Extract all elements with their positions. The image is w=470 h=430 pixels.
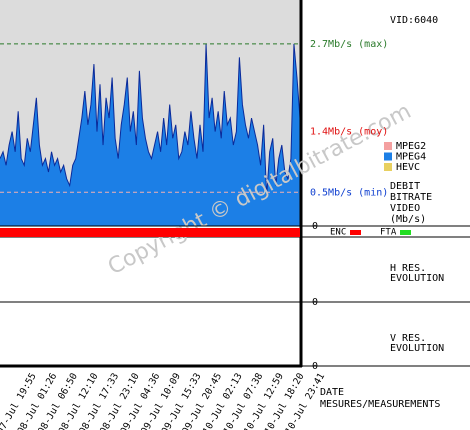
reference-label: 0.5Mb/s (min) — [310, 187, 388, 198]
legend-swatch — [384, 152, 392, 161]
y-label: BITRATE — [390, 192, 432, 203]
area — [0, 43, 300, 226]
y-tick-label: 0 — [312, 361, 318, 372]
panel-label: EVOLUTION — [390, 343, 444, 354]
video-id: VID:6040 — [390, 15, 438, 26]
reference-label: 1.4Mb/s (moy) — [310, 127, 388, 138]
y-tick-label: 0 — [312, 221, 318, 232]
legend-swatch — [384, 163, 392, 171]
reference-label: 2.7Mb/s (max) — [310, 39, 388, 50]
y-label: VIDEO — [390, 203, 420, 214]
y-tick-label: 0 — [312, 297, 318, 308]
panel-label: V RES. — [390, 333, 426, 344]
panel-label: EVOLUTION — [390, 273, 444, 284]
y-label: DEBIT — [390, 181, 420, 192]
legend-label: MPEG4 — [396, 152, 426, 163]
flag-label: ENC — [330, 228, 346, 238]
x-label: MESURES/MEASUREMENTS — [320, 399, 440, 410]
flag-box — [400, 230, 411, 235]
legend-label: HEVC — [396, 162, 420, 173]
y-label: (Mb/s) — [390, 214, 426, 225]
enc-bar — [0, 228, 300, 237]
legend-label: MPEG2 — [396, 141, 426, 152]
area-line — [0, 43, 301, 196]
panel-label: H RES. — [390, 263, 426, 274]
x-label: DATE — [320, 387, 344, 398]
flag-box — [350, 230, 361, 235]
legend-swatch — [384, 142, 392, 150]
flag-label: FTA — [380, 228, 397, 238]
